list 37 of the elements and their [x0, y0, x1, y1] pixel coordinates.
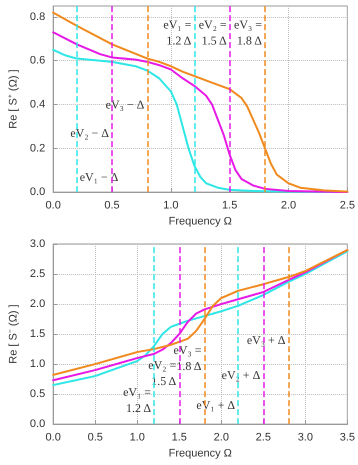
y-tick-label: 0.0: [30, 186, 46, 198]
x-tick-label: 1.0: [130, 432, 145, 444]
x-tick-label: 0.5: [88, 432, 103, 444]
x-tick-label: 2.5: [340, 200, 356, 212]
y-axis-title: Re [ S⁺ (Ω) ]: [8, 69, 20, 129]
y-tick-label: 0.6: [30, 54, 46, 67]
x-tick-label: 2.0: [214, 432, 229, 444]
x-tick-label: 0.0: [46, 200, 61, 212]
annotation: eV₂ = 1.5 Δ: [198, 17, 227, 48]
y-axis-title: Re [ S⁻ (Ω) ]: [8, 304, 20, 364]
y-tick-label: 3.0: [30, 238, 46, 250]
x-tick-label: 1.5: [172, 432, 187, 444]
y-tick-label: 0.8: [30, 10, 46, 23]
annotation: eV₂ − Δ: [70, 126, 110, 140]
x-tick-label: 2.5: [256, 432, 271, 444]
annotation: eV₁ = 1.2 Δ: [123, 385, 152, 416]
x-tick-label: 3.5: [340, 432, 356, 444]
x-axis-title: Frequency Ω: [168, 216, 232, 228]
x-tick-label: 0.0: [46, 432, 61, 444]
x-tick-label: 0.5: [104, 200, 120, 212]
y-tick-label: 2.0: [30, 298, 46, 310]
annotation: eV₃ − Δ: [106, 98, 145, 112]
annotation: eV₂ + Δ: [222, 368, 261, 382]
x-tick-label: 1.5: [222, 200, 238, 212]
annotation: eV₃ = 1.8 Δ: [234, 17, 262, 48]
x-axis-title: Frequency Ω: [168, 448, 232, 460]
y-tick-label: 0.0: [30, 418, 46, 430]
x-tick-label: 2.0: [280, 200, 296, 212]
y-tick-label: 0.4: [30, 98, 46, 111]
y-tick-label: 1.5: [30, 328, 46, 340]
annotation: eV₁ = 1.2 Δ: [163, 17, 192, 48]
y-tick-label: 0.5: [30, 388, 46, 400]
x-tick-label: 3.0: [298, 432, 313, 444]
y-tick-label: 2.5: [30, 268, 46, 280]
y-tick-label: 0.2: [30, 142, 46, 154]
x-tick-label: 1.0: [163, 200, 179, 212]
y-tick-label: 1.0: [30, 358, 46, 370]
